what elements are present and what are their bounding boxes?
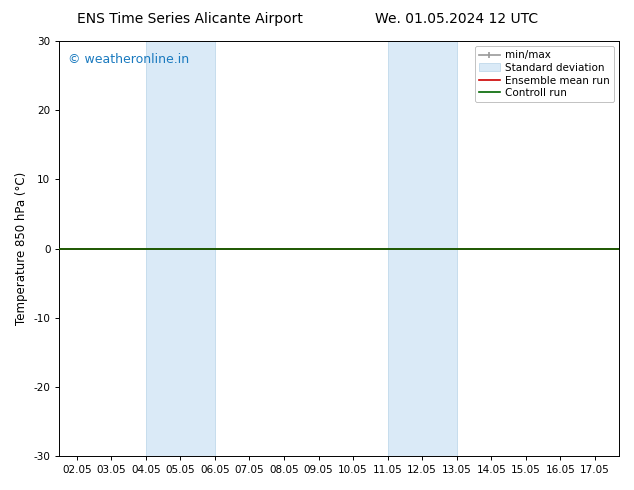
Text: © weatheronline.in: © weatheronline.in: [68, 53, 189, 67]
Legend: min/max, Standard deviation, Ensemble mean run, Controll run: min/max, Standard deviation, Ensemble me…: [475, 46, 614, 102]
Text: We. 01.05.2024 12 UTC: We. 01.05.2024 12 UTC: [375, 12, 538, 26]
Y-axis label: Temperature 850 hPa (°C): Temperature 850 hPa (°C): [15, 172, 28, 325]
Bar: [387, 41, 456, 456]
Bar: [146, 41, 215, 456]
Text: ENS Time Series Alicante Airport: ENS Time Series Alicante Airport: [77, 12, 303, 26]
